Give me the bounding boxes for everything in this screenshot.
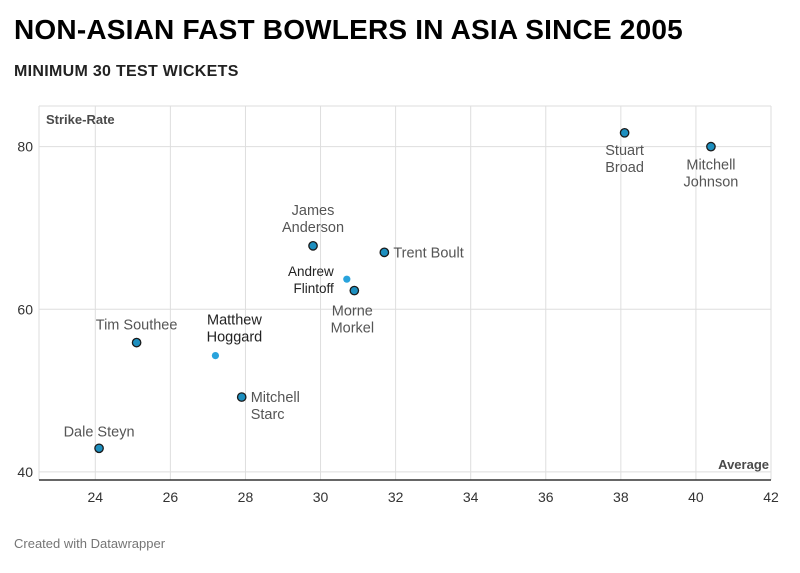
point-trent-boult (379, 247, 390, 258)
label-james-anderson: James Anderson (282, 203, 344, 236)
x-tick-label: 30 (313, 489, 329, 505)
label-matthew-hoggard: Matthew Hoggard (207, 313, 263, 346)
data-points (94, 127, 716, 454)
x-tick-label: 34 (463, 489, 479, 505)
point-stuart-broad (619, 127, 630, 138)
x-tick-label: 36 (538, 489, 554, 505)
point-labels: Stuart Broad Mitchell Johnson James Anderson T… (64, 143, 739, 440)
x-tick-label: 28 (238, 489, 254, 505)
x-tick-label: 26 (163, 489, 179, 505)
footer-credit: Created with Datawrapper (14, 536, 166, 551)
label-morne-morkel: Morne Morkel (331, 304, 375, 337)
point-andrew-flintoff (343, 275, 351, 283)
label-stuart-broad: Stuart Broad (605, 143, 644, 176)
tick-labels: 24 26 28 30 32 34 36 38 40 42 40 60 80 (17, 139, 779, 505)
x-tick-label: 42 (763, 489, 779, 505)
point-mitchell-johnson (706, 141, 716, 152)
chart-subtitle: MINIMUM 30 TEST WICKETS (14, 63, 239, 80)
label-mitchell-johnson: Mitchell Johnson (684, 158, 739, 191)
point-james-anderson (308, 240, 318, 251)
point-morne-morkel (349, 285, 360, 296)
label-andrew-flintoff: Andrew Flintoff (288, 264, 334, 296)
x-tick-label: 32 (388, 489, 404, 505)
label-dale-steyn: Dale Steyn (64, 424, 135, 440)
label-trent-boult: Trent Boult (393, 245, 463, 261)
point-mitchell-starc (236, 392, 247, 402)
x-axis-title: Average (718, 457, 769, 472)
point-tim-southee (131, 337, 142, 348)
y-tick-label: 60 (17, 301, 33, 317)
chart-title: NON-ASIAN FAST BOWLERS IN ASIA SINCE 200… (14, 14, 683, 45)
point-dale-steyn (94, 443, 104, 454)
y-tick-label: 40 (17, 464, 33, 480)
x-tick-label: 38 (613, 489, 629, 505)
x-tick-label: 24 (88, 489, 104, 505)
label-tim-southee: Tim Southee (96, 318, 178, 334)
label-mitchell-starc: Mitchell Starc (251, 390, 300, 423)
y-axis-title: Strike-Rate (46, 112, 115, 127)
gridlines (38, 105, 772, 481)
y-tick-label: 80 (17, 139, 33, 155)
x-tick-label: 40 (688, 489, 704, 505)
point-matthew-hoggard (211, 352, 220, 360)
